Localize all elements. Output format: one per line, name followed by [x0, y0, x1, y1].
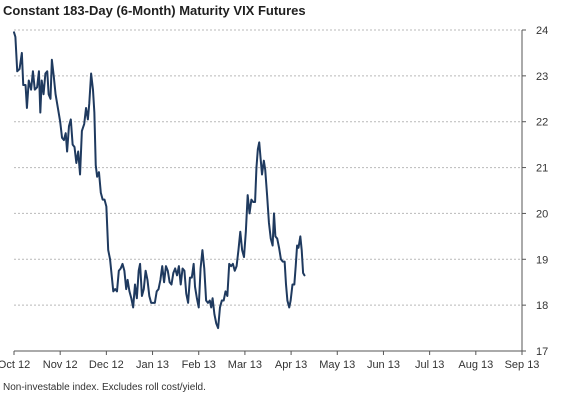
y-tick-label: 19: [536, 254, 548, 266]
x-tick-label: Jun 13: [367, 359, 400, 371]
x-tick-label: Dec 12: [89, 359, 124, 371]
y-axis-ticks: 17 18 19 20 21 22 23 24: [522, 25, 548, 358]
y-tick-label: 23: [536, 71, 548, 83]
series-line: [13, 31, 306, 330]
x-axis-ticks: Oct 12 Nov 12 Dec 12 Jan 13 Feb 13 Mar 13 Apr …: [0, 351, 539, 371]
x-tick-label: Jul 13: [415, 359, 444, 371]
y-tick-label: 17: [536, 346, 548, 358]
y-tick-label: 18: [536, 300, 548, 312]
footnote: Non-investable index. Excludes roll cost…: [3, 382, 206, 393]
grid-lines: [14, 29, 522, 306]
x-tick-label: Jan 13: [136, 359, 169, 371]
x-tick-label: Feb 13: [182, 359, 216, 371]
x-tick-label: Sep 13: [505, 359, 540, 371]
chart-title: Constant 183-Day (6-Month) Maturity VIX …: [3, 3, 306, 18]
y-tick-label: 24: [536, 25, 548, 37]
x-tick-label: Mar 13: [228, 359, 262, 371]
y-tick-label: 21: [536, 163, 548, 175]
x-tick-label: Apr 13: [275, 359, 307, 371]
y-tick-label: 22: [536, 117, 548, 129]
x-tick-label: May 13: [319, 359, 355, 371]
y-tick-label: 20: [536, 208, 548, 220]
x-tick-label: Aug 13: [458, 359, 493, 371]
x-tick-label: Nov 12: [43, 359, 78, 371]
axes: [14, 30, 523, 352]
series-layer: [13, 31, 306, 330]
x-tick-label: Oct 12: [0, 359, 30, 371]
